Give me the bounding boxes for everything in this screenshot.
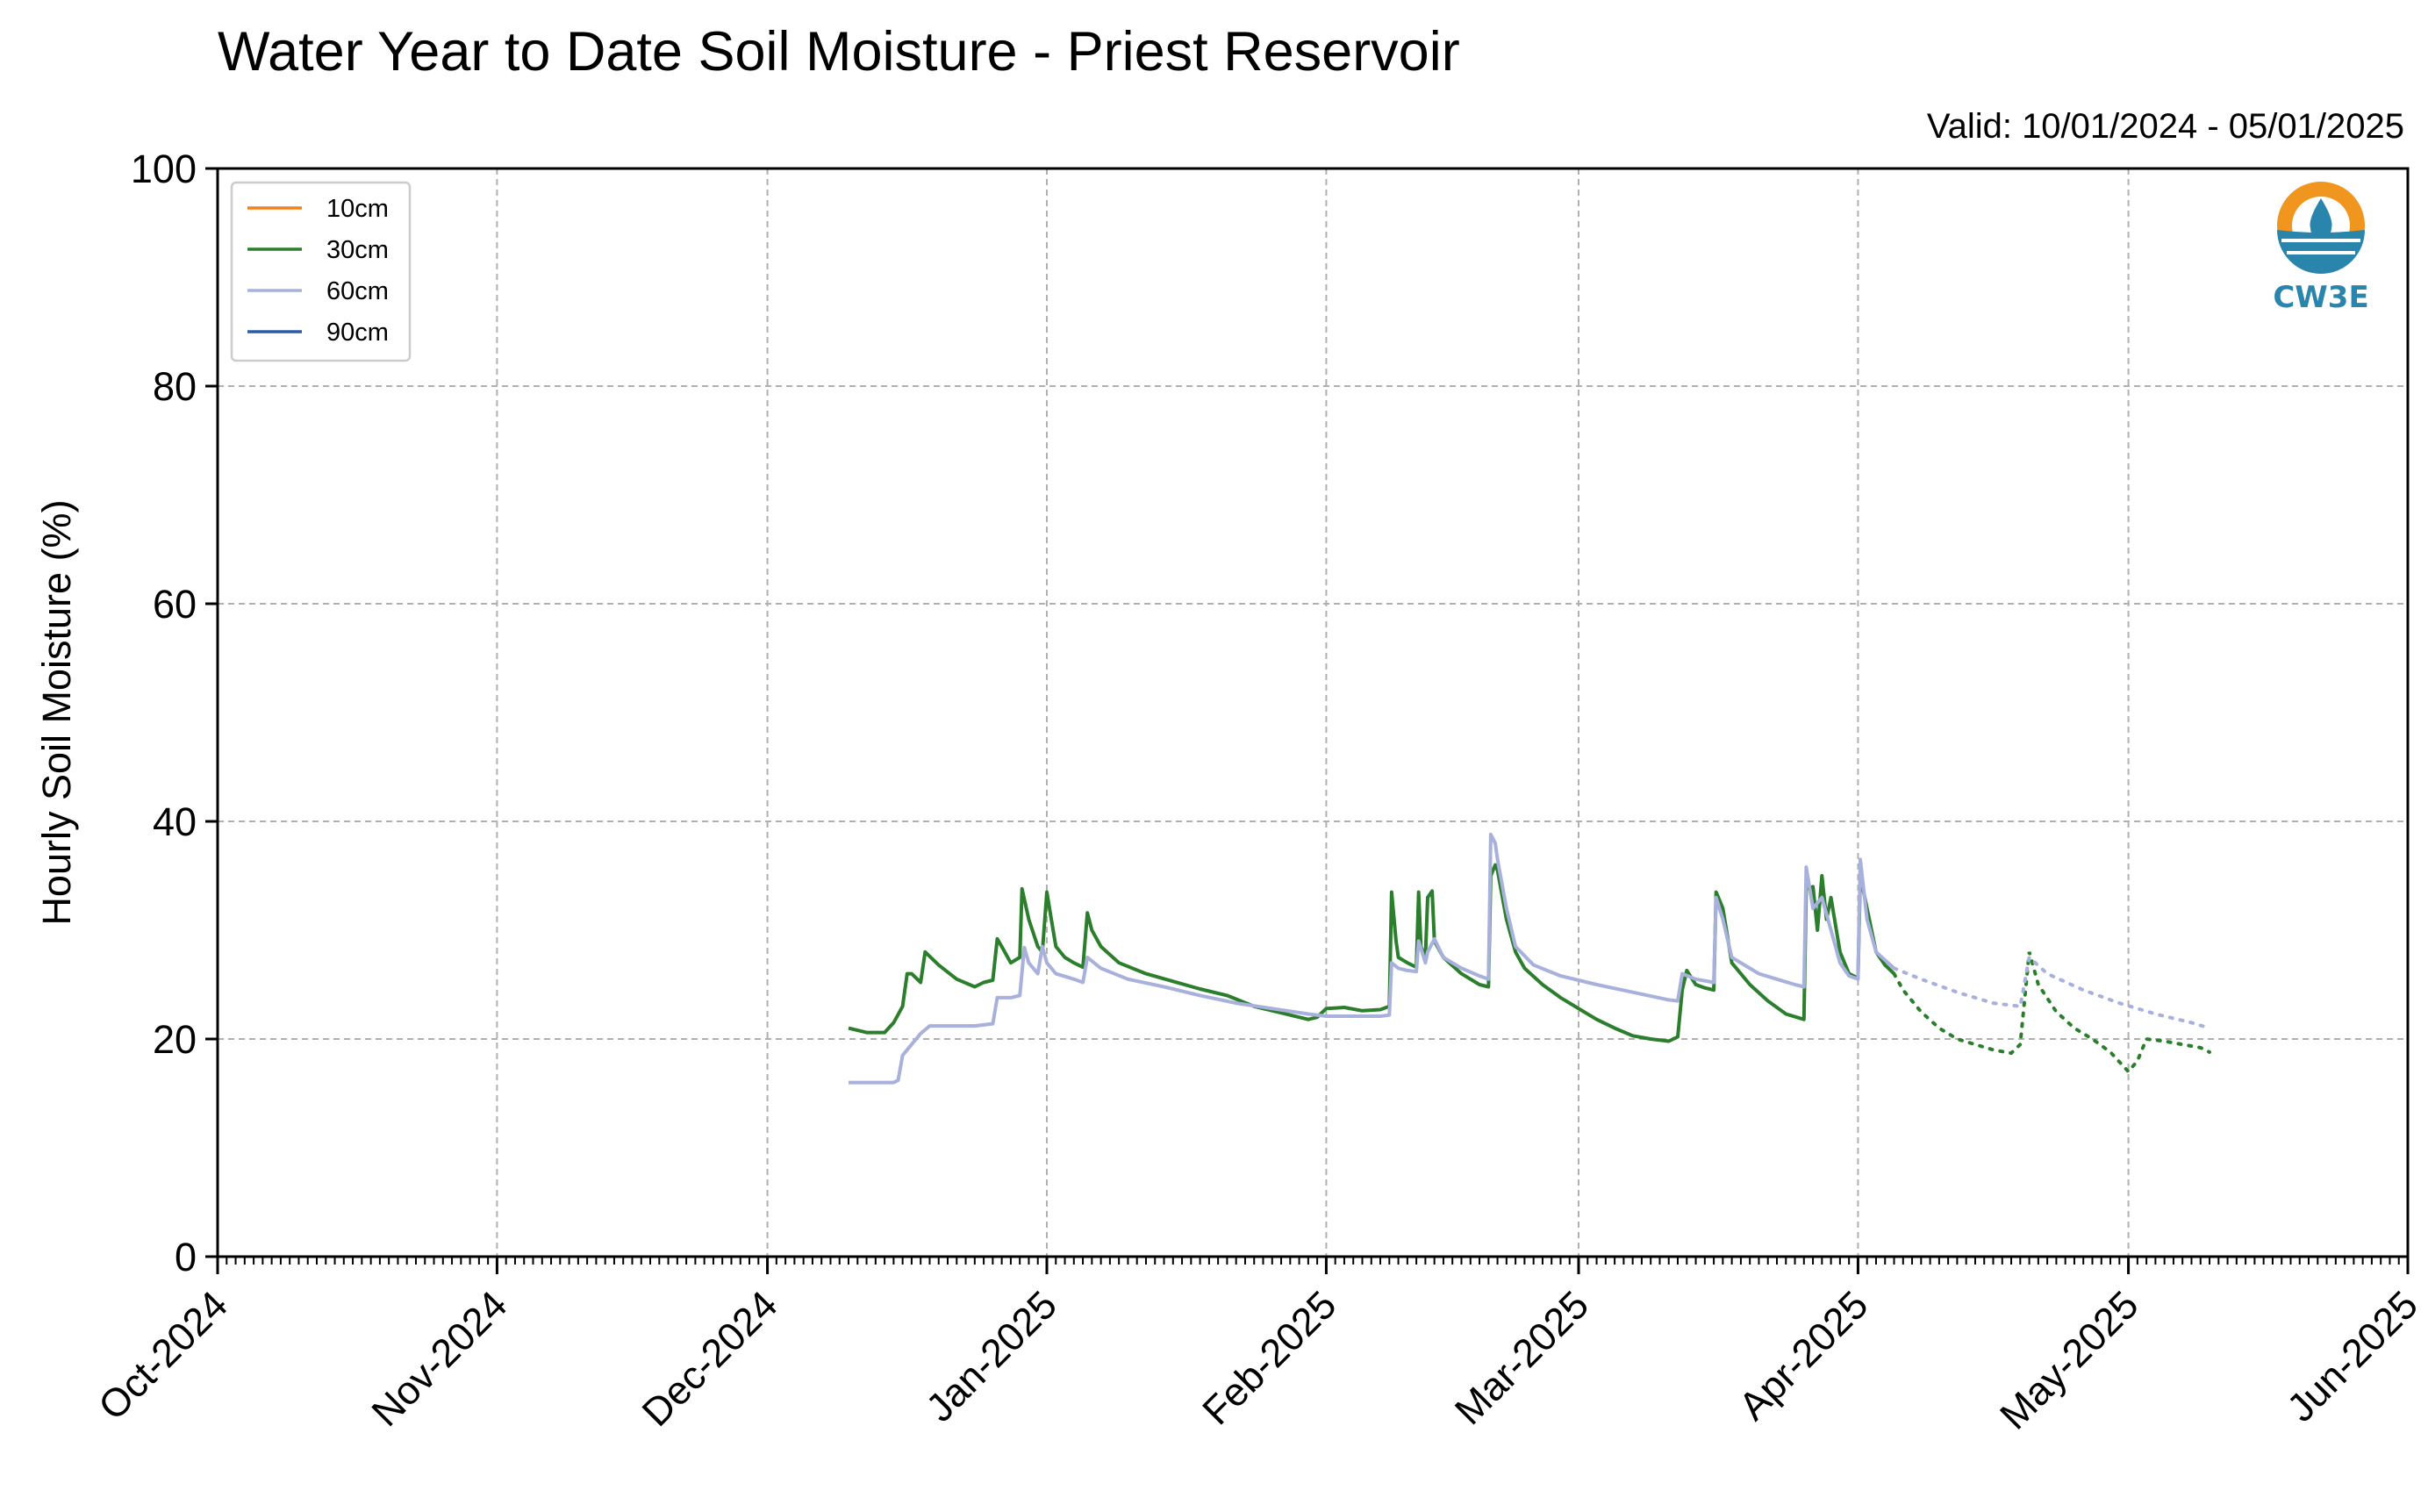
x-tick-label: Apr-2025 (1730, 1282, 1877, 1429)
x-tick-label: Feb-2025 (1193, 1282, 1344, 1433)
logo-text: CW3E (2273, 280, 2368, 315)
y-tick-label: 40 (153, 799, 197, 844)
y-tick-label: 0 (175, 1235, 197, 1279)
x-tick-label: Dec-2024 (634, 1282, 786, 1435)
axis-ticks (205, 167, 2410, 1274)
plot-frame (216, 167, 2410, 1258)
y-tick-label: 60 (153, 582, 197, 627)
legend: 10cm 30cm 60cm 90cm (230, 181, 412, 362)
x-tick-label: Oct-2024 (90, 1282, 236, 1429)
series-line-30cm (848, 863, 1895, 1043)
valid-date-range: Valid: 10/01/2024 - 05/01/2025 (1926, 107, 2404, 146)
series-line-60cm (849, 832, 1895, 1085)
legend-label: 90cm (326, 319, 389, 347)
y-tick-label: 20 (153, 1017, 197, 1062)
legend-box (230, 181, 412, 362)
y-axis-label: Hourly Soil Moisture (%) (34, 499, 79, 925)
legend-label: 60cm (326, 277, 389, 305)
grid-lines (217, 168, 2409, 1258)
x-tick-label: Jan-2025 (917, 1282, 1065, 1430)
y-tick-label: 80 (153, 364, 197, 409)
series-lines (848, 832, 2211, 1085)
cw3e-logo: CW3E (2273, 182, 2369, 315)
logo-drop-icon (2310, 198, 2332, 239)
legend-label: 10cm (326, 195, 389, 223)
x-tick-label: Nov-2024 (362, 1282, 515, 1435)
axis-tick-labels: 0 20 40 60 80 100 Oct-2024 Nov-2024 Dec-2024 Jan-… (90, 147, 2426, 1438)
series-line-60cm-sparse (1892, 954, 2211, 1030)
x-tick-label: Mar-2025 (1446, 1282, 1597, 1433)
legend-label: 30cm (326, 236, 389, 264)
x-tick-label: May-2025 (1991, 1282, 2147, 1438)
x-tick-label: Jun-2025 (2278, 1282, 2426, 1430)
series-line-30cm-sparse (1892, 951, 2211, 1075)
y-tick-label: 100 (131, 147, 197, 191)
chart-title: Water Year to Date Soil Moisture - Pries… (218, 21, 1460, 82)
